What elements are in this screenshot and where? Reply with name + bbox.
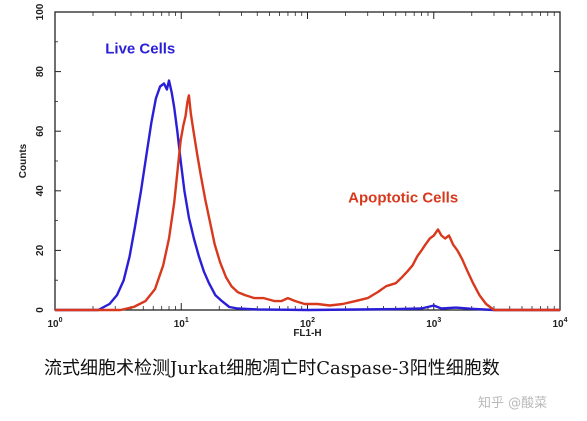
y-tick-label: 0 [35,307,46,313]
flow-cytometry-histogram: 100 101 102 103 104 0 20 40 60 80 100 FL1-H Counts Li… [18,3,568,339]
series-line-live-cells [55,79,560,312]
y-tick-label: 80 [35,66,46,78]
labels-layer: 100 101 102 103 104 0 20 40 60 80 100 FL1-H Counts Li… [18,3,568,339]
x-tick-label: 101 [174,317,189,330]
x-tick-label: 104 [552,317,567,330]
x-axis-title: FL1-H [293,328,321,339]
series-label-apoptotic-cells: Apoptotic Cells [348,190,458,207]
x-tick-label: 100 [47,317,62,330]
figure-caption: 流式细胞术检测Jurkat细胞凋亡时Caspase-3阳性细胞数 [44,358,500,379]
watermark: 知乎 @酸菜 [478,396,548,411]
x-tick-label: 103 [426,317,441,330]
y-tick-label: 20 [35,244,46,256]
series-label-live-cells: Live Cells [105,41,175,58]
series-layer [55,79,560,312]
y-tick-label: 60 [35,125,46,137]
x-tick-label: 102 [300,317,315,330]
series-line-apoptotic-cells [55,94,560,312]
y-axis-title: Counts [18,143,29,178]
y-tick-label: 100 [35,3,46,20]
y-tick-label: 40 [35,185,46,197]
